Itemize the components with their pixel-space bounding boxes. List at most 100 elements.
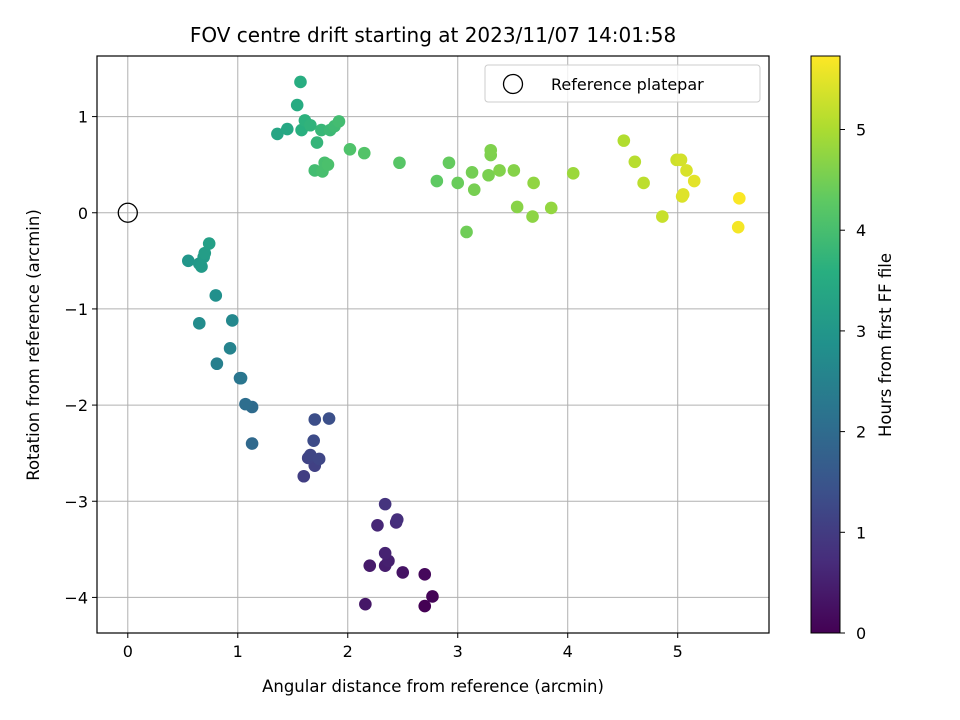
data-point [195,260,208,273]
data-point [357,146,371,160]
grid-lines [97,56,769,633]
data-point [731,220,745,234]
data-point [332,115,346,128]
colorbar-tick-label: 1 [856,523,866,542]
data-point [271,127,284,141]
data-point [321,158,335,171]
data-point [209,289,223,302]
data-point [566,167,580,180]
data-point [280,122,294,136]
data-point [442,156,456,170]
data-point [687,174,701,188]
legend: Reference platepar [484,64,761,103]
data-point [396,566,410,579]
data-point [310,136,324,149]
colorbar: 0 1 2 3 4 5 Hours from first FF file [810,55,895,643]
x-tick-label: 0 [123,642,133,661]
plot-frame [96,55,770,634]
colorbar-tick-label: 5 [856,121,866,140]
y-tick-label: −3 [64,492,88,511]
colorbar-ticks: 0 1 2 3 4 5 [840,121,866,643]
data-point [308,413,322,426]
data-point [418,599,432,613]
data-point [198,246,212,260]
y-tick-label: 1 [78,108,88,127]
data-point [527,176,540,190]
data-point [359,597,372,611]
legend-box [484,64,761,103]
data-point [418,568,432,581]
data-point [676,188,690,201]
x-tick-label: 4 [563,642,573,661]
data-point [181,254,195,268]
data-point [467,183,481,196]
data-point [363,559,377,572]
data-point [192,317,206,330]
data-point [484,143,498,157]
data-point [680,164,693,177]
y-axis-ticks: −4 −3 −2 −1 0 1 [64,108,97,607]
data-point [225,314,239,327]
data-point [628,155,642,169]
y-tick-label: −2 [64,396,88,415]
data-point [430,174,444,188]
data-point [312,452,326,466]
data-point [637,176,650,190]
data-point [465,166,479,179]
x-axis-label: Angular distance from reference (arcmin) [262,677,604,696]
x-tick-label: 1 [233,642,243,661]
reference-platepar-point [117,202,138,223]
colorbar-gradient [810,55,841,634]
data-point [451,176,465,190]
data-point [390,513,404,526]
legend-marker [502,73,524,95]
data-point [656,210,669,223]
data-point [482,168,495,182]
data-point [297,469,311,483]
colorbar-tick-label: 4 [856,221,866,240]
data-point [674,153,688,167]
data-point [202,237,216,250]
data-point [460,225,473,239]
data-point [526,210,539,223]
reference-marker [117,202,138,223]
data-point [223,342,237,355]
data-point [393,156,406,170]
data-point [378,497,392,511]
colorbar-tick-label: 0 [856,624,866,643]
data-point [322,412,336,425]
data-point [239,397,252,411]
x-tick-label: 3 [453,642,463,661]
data-point [507,164,521,177]
data-point [304,118,317,132]
data-point [426,590,439,603]
data-point [510,200,524,214]
data-points [181,75,746,613]
data-point [234,371,248,385]
y-tick-label: 0 [78,204,88,223]
colorbar-tick-label: 2 [856,423,866,442]
colorbar-tick-label: 3 [856,322,866,341]
x-tick-label: 2 [343,642,353,661]
data-point [371,518,384,532]
data-point [315,123,328,137]
data-point [307,434,320,447]
data-point [493,164,506,177]
data-point [544,201,558,215]
data-point [617,134,631,147]
data-point [343,142,357,156]
x-tick-label: 5 [673,642,683,661]
data-point [733,192,746,205]
data-point [245,437,259,450]
legend-entry-reference: Reference platepar [551,75,704,94]
y-tick-label: −4 [64,588,88,607]
chart-title: FOV centre drift starting at 2023/11/07 … [190,23,676,47]
colorbar-label: Hours from first FF file [876,253,895,437]
data-point [378,546,392,560]
y-tick-label: −1 [64,300,88,319]
data-point [294,75,307,89]
data-point [210,357,224,371]
data-point [290,98,304,112]
y-axis-label: Rotation from reference (arcmin) [24,209,43,481]
